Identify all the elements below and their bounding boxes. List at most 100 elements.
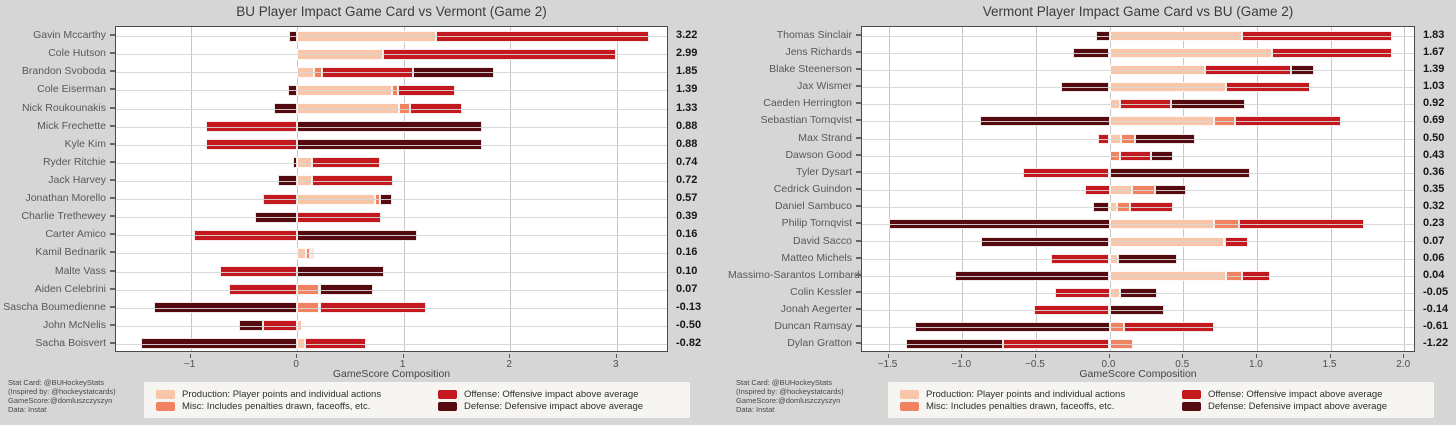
player-name: Kyle Kim: [64, 137, 106, 150]
y-axis-tick: [856, 342, 861, 345]
player-name: Jax Wismer: [797, 80, 852, 93]
legend-label: Production: Player points and individual…: [182, 388, 382, 400]
legend-item-defense: Defense: Defensive impact above average: [438, 401, 678, 412]
player-total-label: 0.16: [676, 228, 698, 241]
gridline-horizontal: [116, 36, 667, 37]
player-total-label: 0.69: [1423, 114, 1445, 127]
bar-segment-offense: [304, 338, 367, 350]
y-axis-tick: [110, 70, 115, 73]
x-axis-tick: [1403, 354, 1405, 358]
gridline-horizontal: [862, 241, 1414, 242]
bar-segment-misc: [297, 284, 320, 296]
gridline-horizontal: [116, 145, 667, 146]
bar-segment-production: [297, 320, 303, 332]
bar-segment-misc: [297, 302, 320, 314]
offense-swatch-icon: [1182, 389, 1201, 399]
y-axis-tick: [856, 67, 861, 70]
player-name: Jonah Aegerter: [780, 303, 852, 316]
y-axis-tick: [110, 142, 115, 145]
y-axis-tick: [110, 124, 115, 127]
legend-label: Defense: Defensive impact above average: [1208, 400, 1388, 412]
gridline-vertical: [190, 27, 192, 351]
player-total-label: 3.22: [676, 29, 698, 42]
player-total-label: -0.50: [676, 318, 702, 331]
bar-segment-defense: [140, 338, 298, 350]
x-axis-label: GameScore Composition: [332, 368, 451, 380]
x-axis-tick: [1329, 354, 1331, 358]
gridline-vertical: [403, 27, 405, 351]
bar-segment-defense: [297, 139, 483, 151]
gridline-horizontal: [116, 163, 667, 164]
bar-segment-defense: [954, 270, 1110, 281]
x-axis-tick-label: −1.5: [877, 359, 898, 370]
credit-line: Stat Card: @BUHockeyStats: [736, 378, 832, 387]
bar-segment-offense: [263, 320, 298, 332]
player-total-label: 1.03: [1423, 80, 1445, 93]
credit-line: Stat Card: @BUHockeyStats: [8, 378, 104, 387]
x-axis-tick: [1182, 354, 1184, 358]
legend-item-defense: Defense: Defensive impact above average: [1182, 401, 1422, 412]
legend-item-production: Production: Player points and individual…: [900, 389, 1168, 400]
gridline-horizontal: [862, 104, 1414, 105]
gridline-horizontal: [862, 276, 1414, 277]
gridline-horizontal: [116, 308, 667, 309]
player-total-label: 1.39: [1423, 62, 1445, 75]
player-total-label: -1.22: [1423, 337, 1449, 350]
y-axis-tick: [110, 341, 115, 344]
player-total-label: -0.82: [676, 336, 702, 349]
player-total-label: 1.67: [1423, 45, 1445, 58]
player-name: Cole Eiserman: [37, 83, 106, 96]
gridline-horizontal: [862, 207, 1414, 208]
bar-segment-offense: [312, 157, 381, 169]
bar-segment-offense: [1119, 150, 1151, 161]
bar-segment-defense: [238, 320, 263, 332]
x-axis-tick-label: 0: [293, 359, 299, 370]
player-name: Malte Vass: [54, 264, 106, 277]
bar-segment-offense: [1242, 30, 1393, 41]
player-total-label: 0.43: [1423, 148, 1445, 161]
bar-segment-offense: [205, 139, 298, 151]
player-name: David Sacco: [793, 234, 852, 247]
legend: Production: Player points and individual…: [144, 382, 690, 418]
player-name: Sacha Boisvert: [35, 336, 106, 349]
bar-segment-offense: [220, 266, 298, 277]
player-total-label: 0.10: [676, 264, 698, 277]
bar-segment-production: [297, 338, 305, 350]
y-axis-tick: [110, 178, 115, 181]
y-axis-tick: [856, 222, 861, 225]
gridline-vertical: [1035, 27, 1037, 351]
bar-segment-offense: [319, 302, 427, 314]
y-axis-tick: [110, 305, 115, 308]
gridline-horizontal: [862, 53, 1414, 54]
gridline-horizontal: [862, 36, 1414, 37]
player-total-label: 0.39: [676, 210, 698, 223]
y-axis-tick: [856, 102, 861, 105]
production-swatch-icon: [156, 389, 175, 399]
gridline-horizontal: [862, 293, 1414, 294]
player-total-label: 0.07: [1423, 234, 1445, 247]
x-axis-tick-label: −1: [183, 359, 196, 370]
bar-segment-offense: [1055, 287, 1110, 298]
gridline-vertical: [510, 27, 512, 351]
gridline-horizontal: [862, 224, 1414, 225]
player-name: Jens Richards: [785, 45, 852, 58]
gridline-horizontal: [116, 109, 667, 110]
player-total-label: 0.16: [676, 246, 698, 259]
player-total-label: 0.23: [1423, 217, 1445, 230]
gridline-horizontal: [116, 290, 667, 291]
bar-segment-production: [297, 157, 312, 169]
y-axis-tick: [110, 215, 115, 218]
player-name: Cole Hutson: [48, 47, 106, 60]
player-name: Tyler Dysart: [795, 165, 852, 178]
player-name: Kamil Bednarik: [35, 246, 106, 259]
x-axis-tick: [509, 354, 511, 358]
player-name: Ryder Ritchie: [42, 155, 106, 168]
player-total-label: 2.99: [676, 47, 698, 60]
player-total-label: 0.04: [1423, 268, 1445, 281]
player-total-label: 0.06: [1423, 251, 1445, 264]
misc-swatch-icon: [156, 401, 175, 411]
y-axis-tick: [110, 52, 115, 55]
y-axis-tick: [110, 287, 115, 290]
y-axis-tick: [856, 33, 861, 36]
